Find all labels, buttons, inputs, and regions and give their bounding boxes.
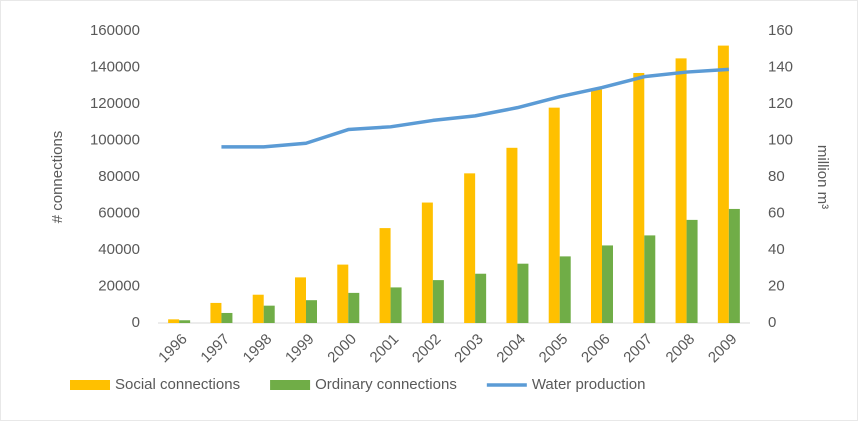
bar xyxy=(517,263,529,323)
bar xyxy=(475,273,487,323)
y-tick-label: 140000 xyxy=(90,58,140,75)
legend-swatch xyxy=(70,380,110,390)
y-axis-label: # connections xyxy=(49,131,66,224)
bar xyxy=(379,228,391,323)
bar xyxy=(210,302,222,323)
y-tick-label: 100000 xyxy=(90,131,140,148)
legend-swatch xyxy=(270,380,311,390)
y-tick-label: 120000 xyxy=(90,95,140,112)
y2-tick-label: 0 xyxy=(768,314,776,331)
y-tick-label: 40000 xyxy=(98,241,140,258)
y-tick-label: 80000 xyxy=(98,168,140,185)
bar xyxy=(686,219,698,323)
bar xyxy=(306,300,317,323)
y-tick-label: 60000 xyxy=(98,204,140,221)
bar xyxy=(179,320,191,323)
y2-tick-label: 80 xyxy=(768,168,785,185)
bar xyxy=(633,72,645,323)
bar xyxy=(263,305,275,323)
y-tick-label: 20000 xyxy=(98,277,140,294)
bar xyxy=(432,280,444,323)
y-tick-label: 160000 xyxy=(90,22,140,39)
line xyxy=(221,67,729,149)
bar xyxy=(295,277,306,323)
bar xyxy=(675,58,687,323)
bar xyxy=(348,292,360,323)
bar xyxy=(717,45,729,323)
y2-tick-label: 20 xyxy=(768,277,785,294)
bar xyxy=(548,107,560,324)
legend-label: Social connections xyxy=(115,376,240,393)
bar xyxy=(602,245,613,323)
bar xyxy=(464,173,476,323)
bar xyxy=(390,287,402,323)
bar xyxy=(591,89,602,324)
bar xyxy=(421,202,433,323)
bar xyxy=(644,235,656,323)
bar xyxy=(221,312,233,323)
y2-tick-label: 140 xyxy=(768,58,793,75)
bar xyxy=(506,147,518,323)
bar xyxy=(168,319,180,323)
y2-tick-label: 160 xyxy=(768,22,793,39)
y2-tick-label: 120 xyxy=(768,95,793,112)
bar xyxy=(559,256,571,323)
y2-axis-label: million m³ xyxy=(814,145,831,209)
legend-label: Water production xyxy=(532,376,646,393)
legend-label: Ordinary connections xyxy=(315,376,457,393)
y2-tick-label: 60 xyxy=(768,204,785,221)
y2-tick-label: 40 xyxy=(768,241,785,258)
y-tick-label: 0 xyxy=(132,314,140,331)
bar xyxy=(252,294,264,323)
bar xyxy=(337,264,349,323)
bar xyxy=(728,208,740,323)
y2-tick-label: 100 xyxy=(768,131,793,148)
